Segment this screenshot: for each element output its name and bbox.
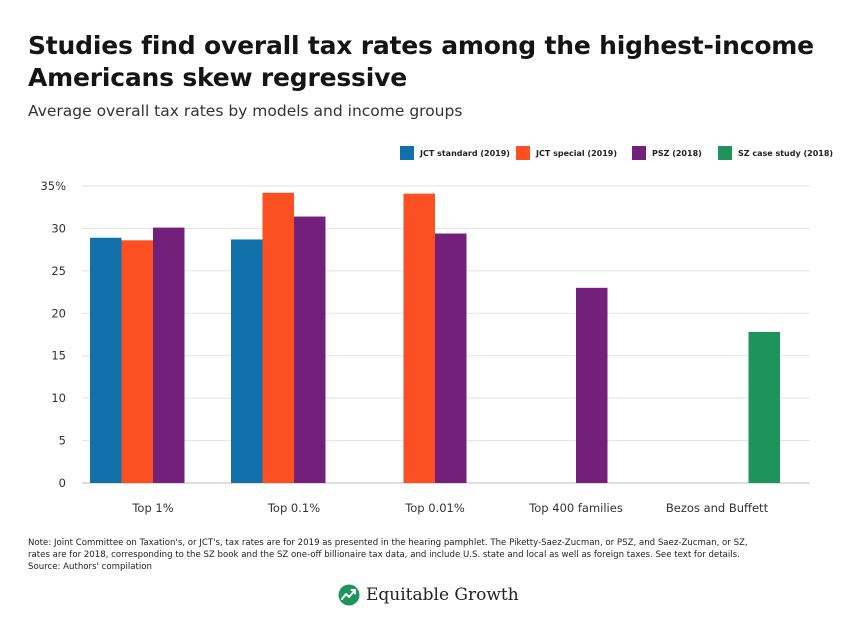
bar xyxy=(294,216,326,483)
bar xyxy=(576,287,608,483)
bar xyxy=(435,233,467,483)
y-tick-label: 35% xyxy=(40,179,66,193)
y-tick-label: 30 xyxy=(51,221,66,235)
x-tick-label: Bezos and Buffett xyxy=(666,501,769,515)
x-tick-label: Top 400 families xyxy=(528,501,623,515)
y-tick-label: 20 xyxy=(51,306,66,320)
brand: Equitable Growth xyxy=(338,584,519,606)
legend-swatch-jct-special xyxy=(516,146,530,160)
x-tick-label: Top 0.01% xyxy=(404,501,465,515)
bar xyxy=(153,227,185,483)
chart-subtitle: Average overall tax rates by models and … xyxy=(28,102,463,120)
y-tick-label: 10 xyxy=(51,391,66,405)
y-tick-label: 15 xyxy=(51,349,66,363)
legend-swatch-jct-standard xyxy=(400,146,414,160)
bar xyxy=(403,193,435,483)
source-line: Source: Authors' compilation xyxy=(28,562,152,572)
legend: JCT standard (2019) JCT special (2019) P… xyxy=(400,146,833,162)
legend-label: JCT special (2019) xyxy=(536,148,617,158)
y-tick-label: 5 xyxy=(59,434,66,448)
chart-notes: Note: Joint Committee on Taxation's, or … xyxy=(28,537,818,573)
y-tick-label: 0 xyxy=(59,476,66,490)
legend-label: PSZ (2018) xyxy=(652,148,702,158)
note-line: rates are for 2018, corresponding to the… xyxy=(28,550,740,560)
bar xyxy=(231,239,263,483)
chart-title: Studies find overall tax rates among the… xyxy=(28,31,814,92)
brand-name: Equitable Growth xyxy=(366,585,519,605)
bar xyxy=(90,237,122,483)
legend-item-sz-case-study: SZ case study (2018) xyxy=(718,146,833,160)
bar xyxy=(748,331,780,483)
legend-label: SZ case study (2018) xyxy=(738,148,834,158)
note-line: Note: Joint Committee on Taxation's, or … xyxy=(28,538,748,548)
legend-swatch-psz xyxy=(632,146,646,160)
bar xyxy=(262,192,294,483)
growth-chart-leaf-icon xyxy=(338,584,360,606)
legend-label: JCT standard (2019) xyxy=(420,148,510,158)
x-tick-label: Top 0.1% xyxy=(267,501,320,515)
bar xyxy=(121,240,153,483)
y-tick-label: 25 xyxy=(51,264,66,278)
legend-item-jct-special: JCT special (2019) xyxy=(516,146,617,160)
x-tick-label: Top 1% xyxy=(131,501,173,515)
legend-item-jct-standard: JCT standard (2019) xyxy=(400,146,510,160)
legend-item-psz: PSZ (2018) xyxy=(632,146,702,160)
legend-swatch-sz-case-study xyxy=(718,146,732,160)
